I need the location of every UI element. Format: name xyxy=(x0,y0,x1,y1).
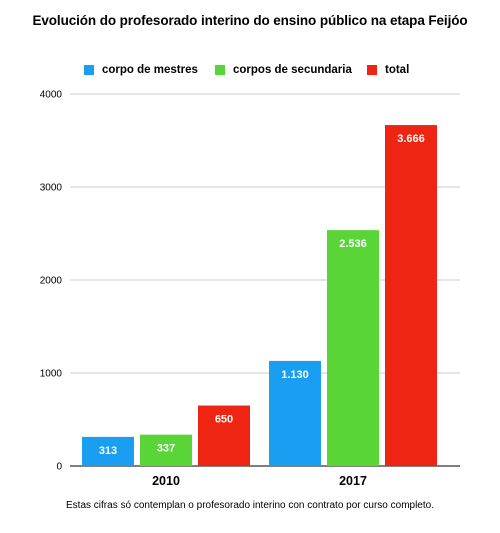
y-tick-label: 4000 xyxy=(40,90,63,101)
data-label: 2.536 xyxy=(339,238,367,250)
footnote: Estas cifras só contemplan o profesorado… xyxy=(66,500,434,511)
y-tick-label: 0 xyxy=(56,462,62,473)
chart-title: Evolución do profesorado interino do ens… xyxy=(32,13,468,28)
data-label: 1.130 xyxy=(281,369,309,381)
y-tick-label: 2000 xyxy=(40,276,63,287)
legend-item-total: total xyxy=(367,62,409,78)
data-label: 650 xyxy=(215,414,233,426)
data-label: 313 xyxy=(99,445,117,457)
legend-swatch-corpos-de-secundaria xyxy=(215,65,225,75)
bar xyxy=(82,436,134,466)
legend-item-corpo-de-mestres: corpo de mestres xyxy=(84,62,198,78)
legend: corpo de mestres corpos de secundaria to… xyxy=(0,62,500,78)
legend-swatch-corpo-de-mestres xyxy=(84,65,94,75)
bar xyxy=(140,434,192,466)
data-label: 337 xyxy=(157,443,175,455)
bar xyxy=(327,230,379,466)
legend-label-corpos-de-secundaria: corpos de secundaria xyxy=(233,64,352,76)
bar xyxy=(269,360,321,466)
bar xyxy=(198,405,250,466)
legend-label-total: total xyxy=(385,64,410,76)
x-tick-label: 2010 xyxy=(152,474,180,488)
data-label: 3.666 xyxy=(397,133,425,145)
legend-swatch-total xyxy=(367,65,377,75)
bar xyxy=(385,125,437,466)
x-tick-label: 2017 xyxy=(339,474,367,488)
legend-label-corpo-de-mestres: corpo de mestres xyxy=(102,64,198,76)
y-tick-label: 1000 xyxy=(40,369,63,380)
y-tick-label: 3000 xyxy=(40,183,63,194)
legend-item-corpos-de-secundaria: corpos de secundaria xyxy=(215,62,352,78)
